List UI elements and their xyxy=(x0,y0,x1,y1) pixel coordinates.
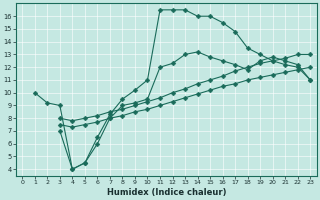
X-axis label: Humidex (Indice chaleur): Humidex (Indice chaleur) xyxy=(107,188,226,197)
